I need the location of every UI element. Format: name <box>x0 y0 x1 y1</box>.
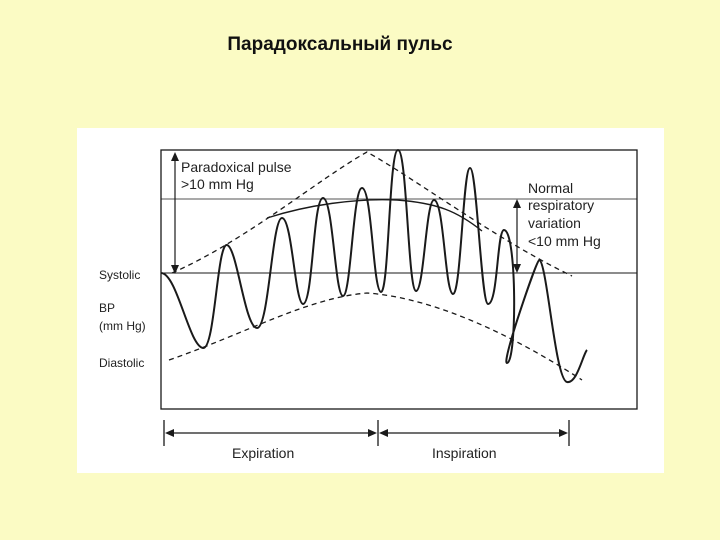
diastolic-label: Diastolic <box>99 356 144 370</box>
inspiration-arrow-left <box>379 429 388 437</box>
lower-dashed-envelope <box>168 292 583 381</box>
normal-annotation-line3: variation <box>528 215 581 231</box>
bp-waveform-diagram: Systolic BP (mm Hg) Diastolic Paradoxica… <box>99 149 638 461</box>
bp-label: BP <box>99 301 115 315</box>
expiration-arrow-right <box>368 429 377 437</box>
pulsus-paradoxus-figure: Systolic BP (mm Hg) Diastolic Paradoxica… <box>77 128 664 473</box>
systolic-label: Systolic <box>99 268 140 282</box>
normal-variation-arrow-head-down <box>513 264 521 273</box>
inspiration-label: Inspiration <box>432 445 497 461</box>
bp-waveform <box>160 149 588 383</box>
paradoxical-arrow-head-up <box>171 152 179 161</box>
paradoxical-arrow-head-down <box>171 265 179 274</box>
paradoxical-annotation-line1: Paradoxical pulse <box>181 159 292 175</box>
expiration-label: Expiration <box>232 445 294 461</box>
systolic-envelope <box>266 198 483 232</box>
mmhg-label: (mm Hg) <box>99 319 146 333</box>
paradoxical-annotation-line2: >10 mm Hg <box>181 176 254 192</box>
normal-annotation-line1: Normal <box>528 180 573 196</box>
normal-annotation-line4: <10 mm Hg <box>528 233 601 249</box>
inspiration-arrow-right <box>559 429 568 437</box>
expiration-arrow-left <box>165 429 174 437</box>
normal-annotation-line2: respiratory <box>528 197 594 213</box>
normal-variation-arrow-head-up <box>513 199 521 208</box>
slide-title: Парадоксальный пульс <box>227 34 453 55</box>
